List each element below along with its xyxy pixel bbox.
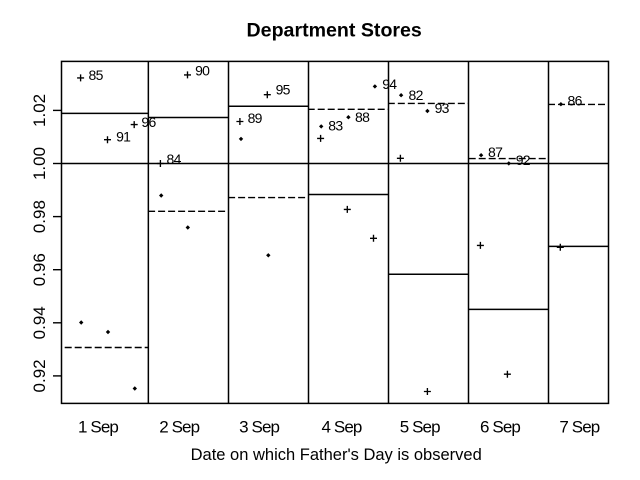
svg-text:3 Sep: 3 Sep [239, 417, 279, 436]
svg-text:0.94: 0.94 [30, 306, 49, 339]
svg-text:88: 88 [355, 109, 370, 125]
svg-text:83: 83 [328, 118, 343, 134]
svg-text:90: 90 [195, 63, 210, 79]
svg-text:84: 84 [167, 151, 182, 167]
svg-text:1.00: 1.00 [30, 147, 49, 180]
svg-text:0.96: 0.96 [30, 253, 49, 286]
svg-text:5 Sep: 5 Sep [400, 417, 440, 436]
svg-text:0.98: 0.98 [30, 200, 49, 233]
svg-text:89: 89 [248, 110, 263, 126]
svg-text:Date on which Father's Day is: Date on which Father's Day is observed [191, 446, 482, 464]
svg-text:93: 93 [435, 100, 450, 116]
svg-text:87: 87 [488, 144, 503, 160]
svg-text:94: 94 [382, 76, 397, 92]
svg-text:1.02: 1.02 [30, 94, 49, 127]
svg-text:92: 92 [516, 152, 531, 168]
svg-text:85: 85 [89, 67, 104, 83]
svg-text:Department Stores: Department Stores [247, 20, 422, 42]
svg-text:82: 82 [409, 87, 424, 103]
svg-text:95: 95 [276, 81, 291, 97]
svg-text:1 Sep: 1 Sep [78, 417, 118, 436]
svg-text:86: 86 [568, 92, 583, 108]
svg-text:4 Sep: 4 Sep [322, 417, 362, 436]
svg-text:2 Sep: 2 Sep [159, 417, 199, 436]
svg-text:91: 91 [116, 128, 131, 144]
svg-text:6 Sep: 6 Sep [480, 417, 520, 436]
svg-text:0.92: 0.92 [30, 359, 49, 392]
svg-text:7 Sep: 7 Sep [559, 417, 599, 436]
svg-text:96: 96 [141, 114, 156, 130]
